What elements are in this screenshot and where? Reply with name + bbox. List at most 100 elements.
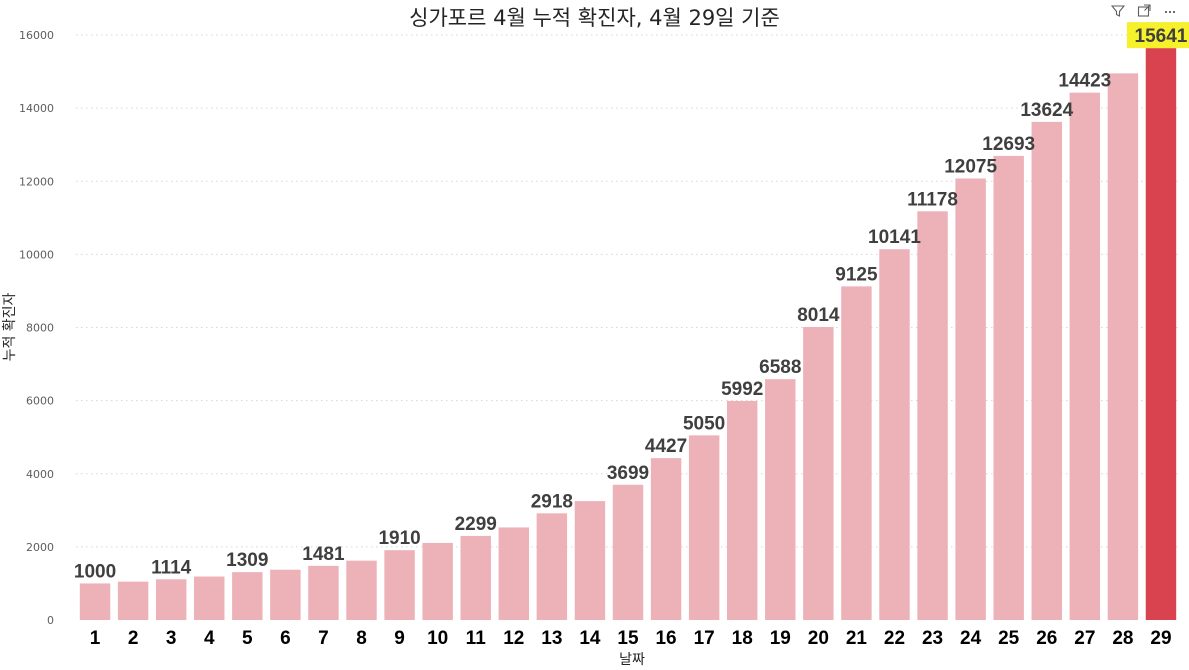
more-options-icon[interactable] <box>1161 2 1179 20</box>
data-label: 9125 <box>835 264 878 285</box>
bar[interactable] <box>726 400 758 620</box>
bar[interactable] <box>803 326 834 620</box>
bar[interactable] <box>1069 92 1101 621</box>
bar[interactable] <box>993 155 1024 621</box>
x-tick-label: 25 <box>998 628 1020 649</box>
y-tick-label: 6000 <box>26 395 54 408</box>
data-label: 11178 <box>907 189 958 210</box>
data-label: 5050 <box>683 413 725 434</box>
x-axis-title: 날짜 <box>619 652 645 668</box>
x-tick-label: 17 <box>694 628 715 649</box>
x-tick-label: 12 <box>503 628 524 649</box>
x-tick-label: 2 <box>128 628 139 649</box>
x-tick-label: 10 <box>427 628 448 649</box>
x-tick-label: 26 <box>1036 628 1057 649</box>
x-tick-label: 20 <box>808 628 829 649</box>
data-label: 1114 <box>151 557 192 578</box>
data-label: 2299 <box>455 514 497 535</box>
visual-header-toolbar <box>1109 2 1179 20</box>
x-tick-label: 27 <box>1074 628 1095 649</box>
data-label: 1309 <box>226 550 268 571</box>
y-tick-label: 12000 <box>19 175 54 188</box>
x-tick-label: 28 <box>1112 628 1133 649</box>
bar[interactable] <box>384 550 415 620</box>
bar[interactable] <box>765 379 796 620</box>
bar[interactable] <box>650 458 682 620</box>
bar[interactable] <box>308 565 339 620</box>
x-tick-label: 22 <box>884 628 905 649</box>
bar[interactable] <box>955 178 986 620</box>
x-tick-label: 14 <box>579 628 601 649</box>
bar[interactable] <box>688 435 720 620</box>
data-label: 1000 <box>74 561 116 582</box>
data-label: 6588 <box>759 357 801 378</box>
data-label: 12693 <box>982 134 1035 155</box>
bar[interactable] <box>536 513 568 620</box>
highlight-label-background <box>1126 22 1189 49</box>
data-label: 8014 <box>797 305 840 326</box>
bar[interactable] <box>1107 73 1139 620</box>
bar[interactable] <box>1031 121 1062 620</box>
y-axis-title: 누적 확진자 <box>2 292 18 361</box>
bar[interactable] <box>155 579 187 620</box>
x-tick-label: 11 <box>466 628 487 649</box>
data-label: 3699 <box>607 463 649 484</box>
y-tick-label: 2000 <box>26 541 54 554</box>
x-tick-label: 15 <box>617 628 639 649</box>
y-tick-label: 8000 <box>26 322 54 335</box>
bar[interactable] <box>346 560 377 620</box>
data-label: 14423 <box>1058 71 1111 92</box>
bar[interactable] <box>117 581 149 620</box>
x-tick-label: 23 <box>922 628 943 649</box>
x-axis-ticks: 1 2 3 4 5 6 7 8 9 10 11 12 13 14 15 16 17 18 19 20 21 22 23 24 2… <box>90 628 1172 649</box>
data-label: 1910 <box>378 528 420 549</box>
data-label: 15641 <box>1135 26 1188 47</box>
x-tick-label: 4 <box>204 628 215 649</box>
filter-icon[interactable] <box>1109 2 1127 20</box>
bar[interactable] <box>574 501 606 620</box>
bar[interactable] <box>1145 48 1177 621</box>
data-label: 5992 <box>721 379 763 400</box>
bar[interactable] <box>194 576 225 620</box>
x-tick-label: 21 <box>846 628 868 649</box>
data-label: 2918 <box>531 491 573 512</box>
focus-mode-icon[interactable] <box>1135 2 1153 20</box>
bar[interactable] <box>270 569 301 620</box>
data-label: 10141 <box>868 227 921 248</box>
x-tick-label: 8 <box>356 628 367 649</box>
data-label: 1481 <box>302 544 345 565</box>
x-tick-label: 6 <box>280 628 291 649</box>
y-tick-label: 4000 <box>26 468 54 481</box>
y-tick-label: 16000 <box>19 29 54 42</box>
x-tick-label: 24 <box>960 628 982 649</box>
data-label: 13624 <box>1020 100 1073 121</box>
x-tick-label: 9 <box>394 628 405 649</box>
bar[interactable] <box>460 535 491 620</box>
bar[interactable] <box>841 286 872 620</box>
x-tick-label: 16 <box>655 628 676 649</box>
bar[interactable] <box>79 583 111 620</box>
bars <box>79 48 1177 621</box>
x-tick-label: 18 <box>732 628 753 649</box>
data-label: 12075 <box>944 157 997 178</box>
x-tick-label: 29 <box>1150 628 1171 649</box>
y-tick-label: 14000 <box>19 102 54 115</box>
data-labels: 1000 1114 1309 1481 1910 2299 2918 3699 44275050… <box>74 22 1189 582</box>
x-tick-label: 5 <box>242 628 253 649</box>
y-axis-ticks: 0 2000 4000 6000 8000 10000 12000 14000 16000 <box>19 29 54 627</box>
x-tick-label: 7 <box>318 628 329 649</box>
x-tick-label: 13 <box>541 628 562 649</box>
chart-title: 싱가포르 4월 누적 확진자, 4월 29일 기준 <box>409 6 780 30</box>
bar[interactable] <box>917 211 948 620</box>
x-tick-label: 1 <box>90 628 101 649</box>
bar[interactable] <box>422 542 453 620</box>
x-tick-label: 3 <box>166 628 177 649</box>
bar[interactable] <box>879 249 910 621</box>
bar[interactable] <box>232 572 263 620</box>
y-tick-label: 0 <box>47 614 54 627</box>
data-label: 4427 <box>645 436 687 457</box>
x-tick-label: 19 <box>770 628 791 649</box>
bar[interactable] <box>498 527 530 620</box>
bar[interactable] <box>612 484 644 620</box>
